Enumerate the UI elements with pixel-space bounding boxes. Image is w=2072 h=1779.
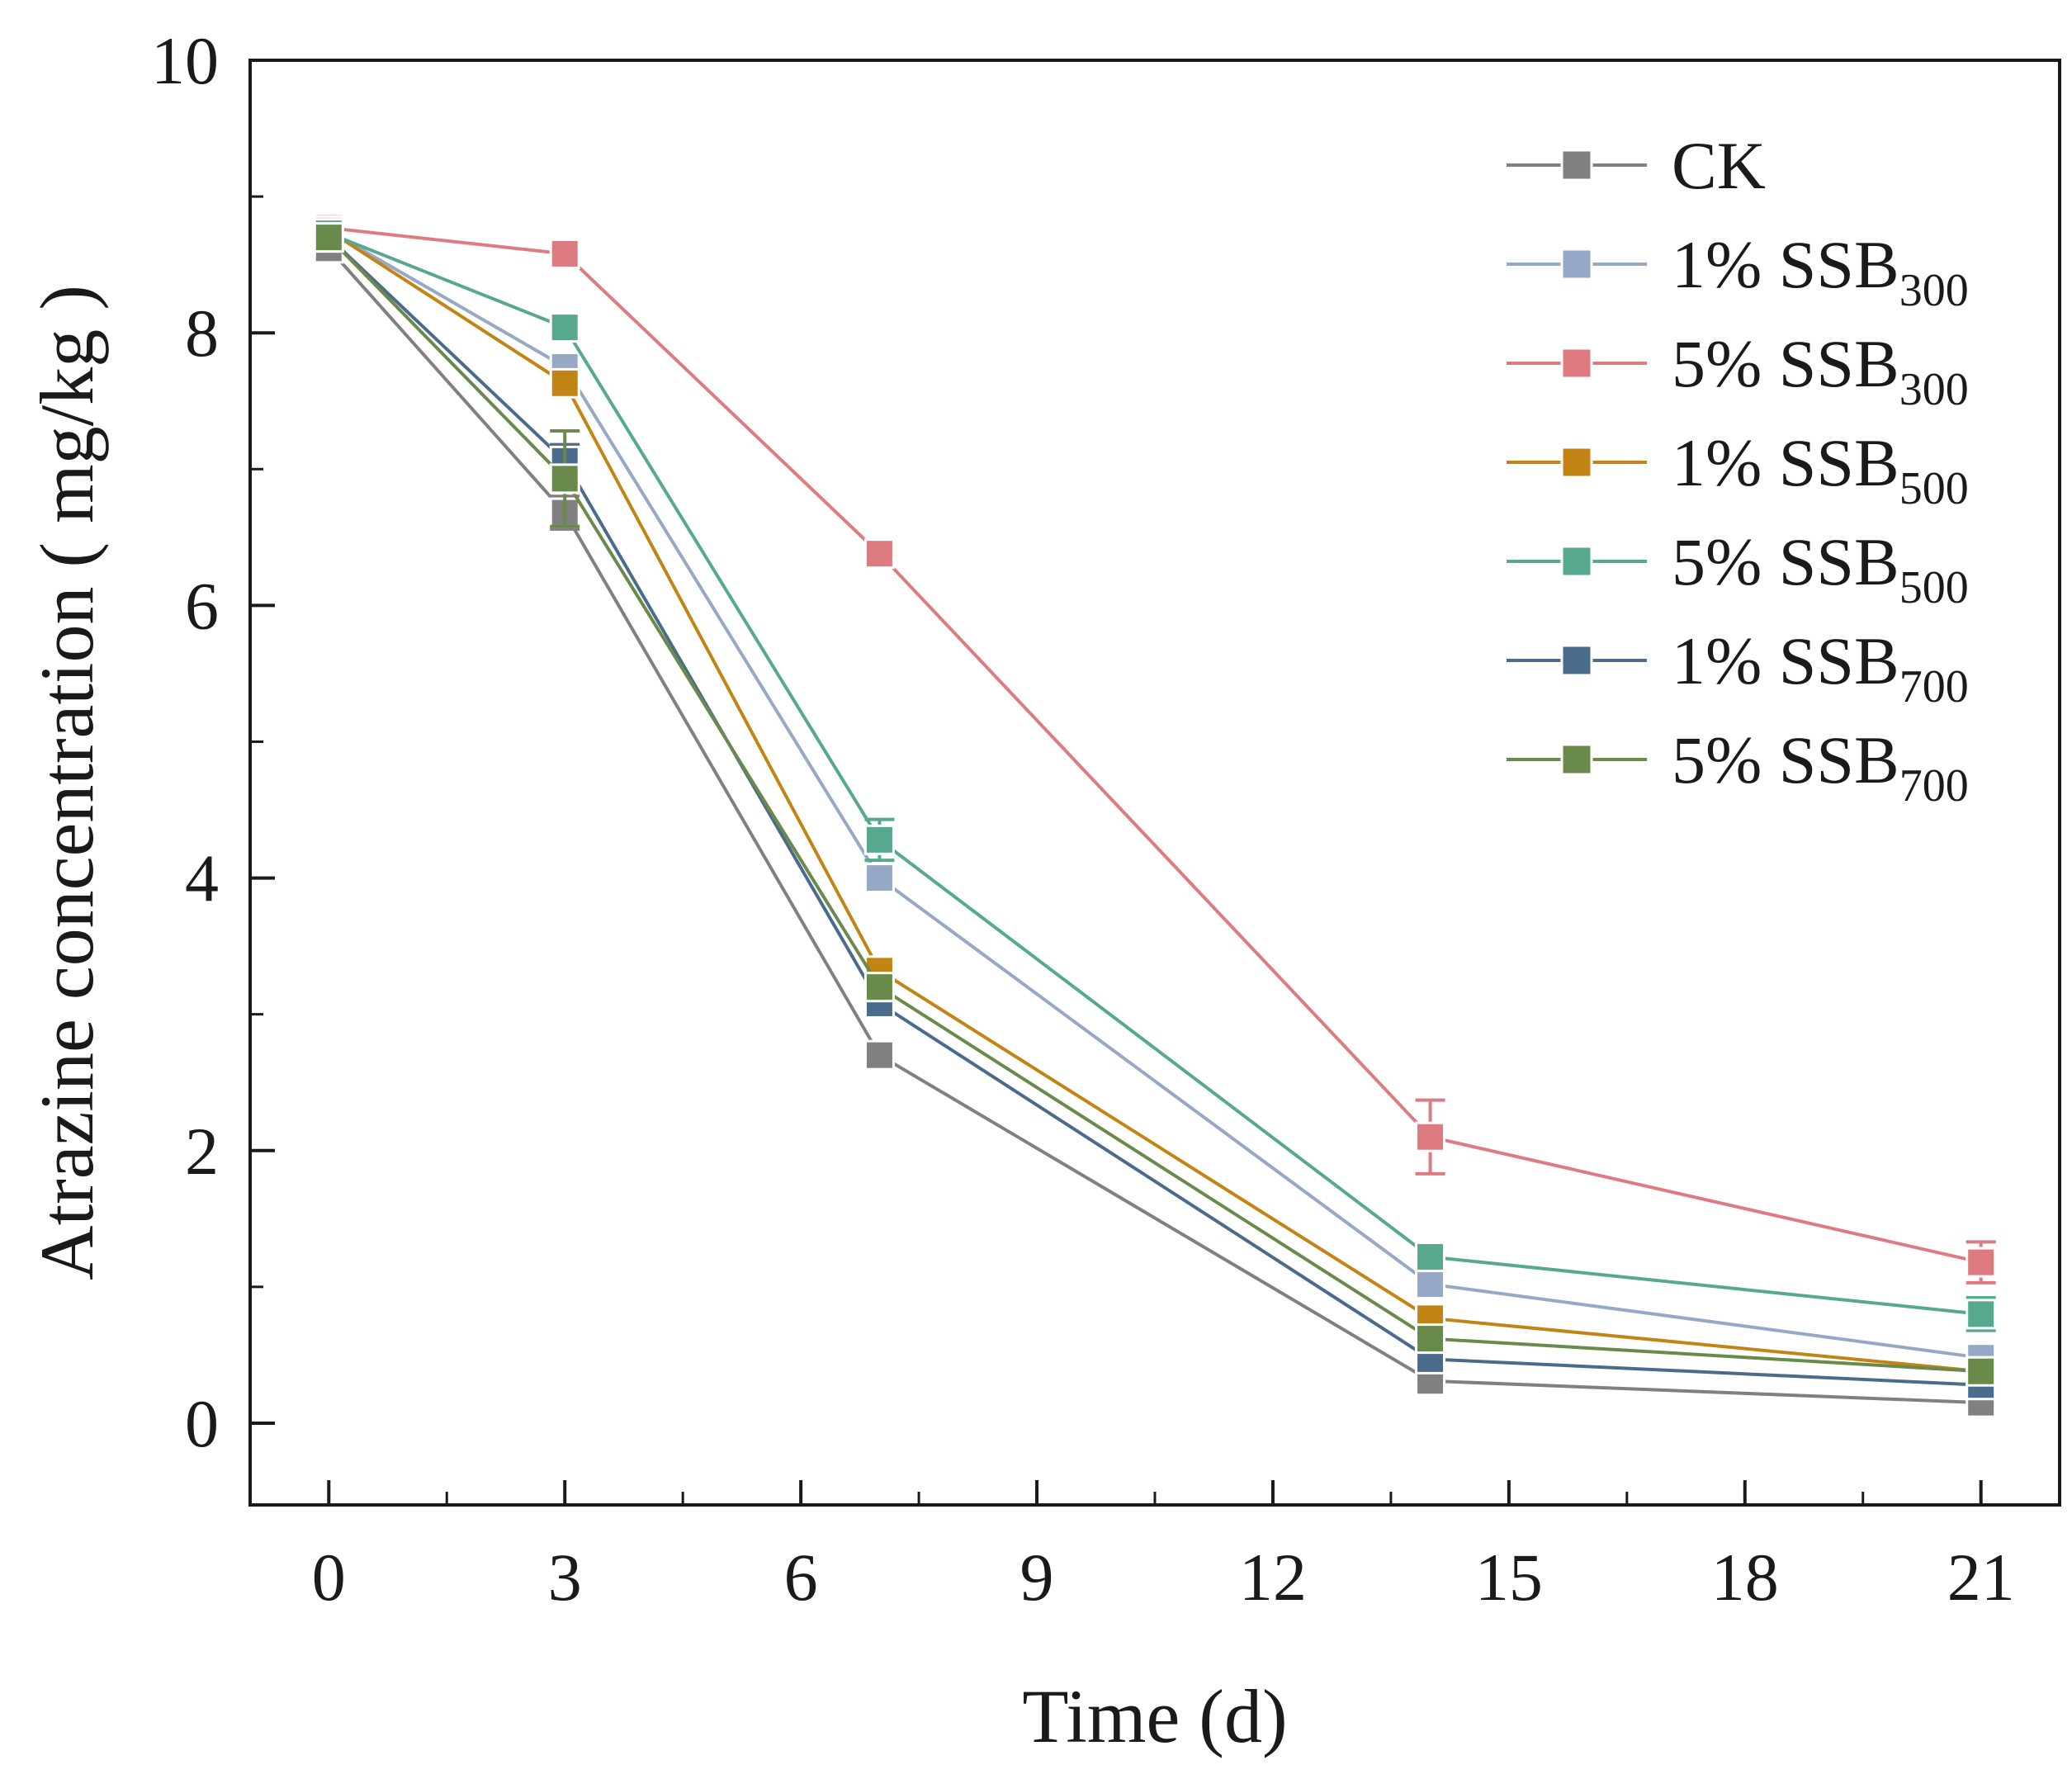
series-ck <box>313 233 1997 1418</box>
y-tick-label: 8 <box>185 296 219 371</box>
legend-marker <box>1560 446 1593 479</box>
legend-item: 1% SSB500 <box>1507 425 1969 514</box>
y-tick-label: 2 <box>185 1114 219 1189</box>
series-layer <box>313 212 1997 1418</box>
legend-label: 5% SSB500 <box>1672 524 1969 613</box>
x-tick-label: 9 <box>1020 1540 1054 1615</box>
y-tick-label: 0 <box>185 1386 219 1461</box>
legend-subscript: 300 <box>1899 265 1969 316</box>
y-tick-label: 6 <box>185 568 219 643</box>
x-tick-label: 6 <box>784 1540 818 1615</box>
x-tick-label: 18 <box>1711 1540 1779 1615</box>
legend-label: 5% SSB300 <box>1672 326 1969 415</box>
legend-item: 1% SSB700 <box>1507 623 1969 712</box>
data-point <box>1966 1247 1997 1278</box>
data-point <box>313 222 344 253</box>
y-tick-label: 10 <box>151 23 219 98</box>
x-tick-label: 3 <box>548 1540 582 1615</box>
legend-label: 5% SSB700 <box>1672 722 1969 811</box>
x-tick-label: 0 <box>312 1540 346 1615</box>
data-point <box>863 538 895 570</box>
legend-item: 1% SSB300 <box>1507 227 1969 316</box>
legend-marker <box>1560 545 1593 578</box>
legend-marker <box>1560 743 1593 776</box>
legend: CK 1% SSB300 5% SSB300 1% SSB500 5% SSB500 1%… <box>1507 128 1969 811</box>
data-point <box>1966 1299 1997 1330</box>
data-point <box>863 824 895 855</box>
data-point <box>549 463 580 494</box>
data-point <box>1966 1356 1997 1387</box>
legend-marker <box>1560 248 1593 281</box>
data-point <box>549 238 580 269</box>
legend-label: 1% SSB300 <box>1672 227 1969 316</box>
legend-marker <box>1560 644 1593 677</box>
y-tick-label: 4 <box>185 841 219 916</box>
legend-label: 1% SSB700 <box>1672 623 1969 712</box>
x-tick-label: 15 <box>1475 1540 1543 1615</box>
data-point <box>863 1039 895 1071</box>
legend-label: CK <box>1672 128 1766 203</box>
data-point <box>863 972 895 1003</box>
legend-item: 5% SSB700 <box>1507 722 1969 811</box>
legend-item: CK <box>1507 128 1766 203</box>
data-point <box>549 312 580 343</box>
series-line <box>328 229 1981 1374</box>
data-point <box>863 863 895 894</box>
legend-subscript: 500 <box>1899 562 1969 613</box>
x-axis-title: Time (d) <box>1022 1674 1287 1758</box>
legend-subscript: 700 <box>1899 760 1969 811</box>
legend-marker <box>1560 149 1593 182</box>
series-line <box>327 236 1981 1387</box>
y-axis-title: Atrazine concentration ( mg/kg ) <box>25 285 109 1280</box>
legend-marker <box>1560 347 1593 380</box>
data-point <box>1415 1269 1446 1300</box>
x-tick-label: 12 <box>1239 1540 1307 1615</box>
legend-subscript: 500 <box>1899 463 1969 514</box>
series-5-ssb700 <box>313 222 1997 1387</box>
data-point <box>1415 1121 1446 1152</box>
series-line <box>327 247 1981 1405</box>
data-point <box>549 367 580 399</box>
legend-item: 5% SSB500 <box>1507 524 1969 613</box>
axis-ticks: 0 3 6 9 12 15 18 21 0 2 4 6 8 10 <box>151 23 2015 1615</box>
legend-subscript: 300 <box>1899 364 1969 415</box>
legend-label: 1% SSB500 <box>1672 425 1969 514</box>
legend-item: 5% SSB300 <box>1507 326 1969 415</box>
data-point <box>1415 1242 1446 1273</box>
legend-subscript: 700 <box>1899 661 1969 712</box>
x-tick-label: 21 <box>1947 1540 2015 1615</box>
data-point <box>1415 1323 1446 1355</box>
